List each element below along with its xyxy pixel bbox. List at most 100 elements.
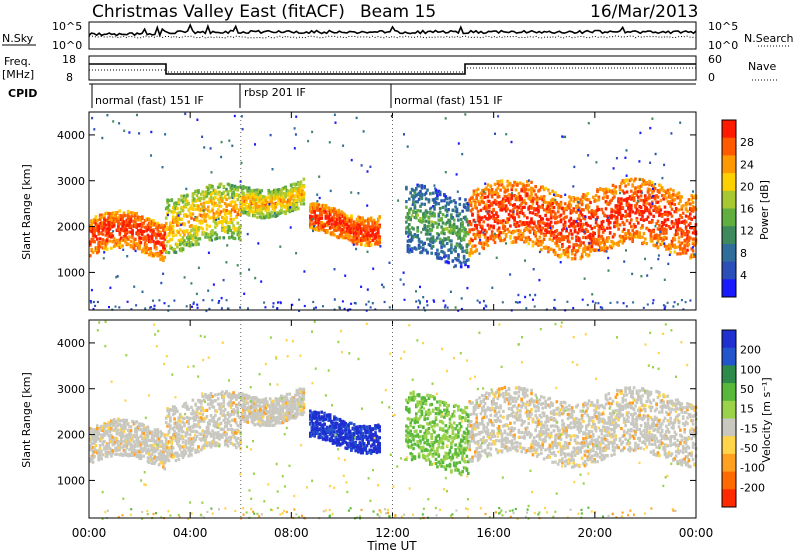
power-cell [573,225,577,229]
power-cell [465,248,469,253]
power-cell [544,246,547,250]
power-cell [443,244,446,248]
power-cell [547,204,550,209]
power-scatter-cell [217,217,220,221]
power-cell [592,210,595,214]
power-cell [637,185,640,189]
power-ground-cell [367,300,370,303]
power-cell [523,198,526,203]
power-cell [452,227,456,231]
power-cell [178,211,182,215]
power-cell [294,199,297,204]
power-cell [295,198,299,202]
velocity-cell [94,428,98,432]
power-cell [659,242,663,247]
power-cell [486,211,490,215]
power-cell [118,238,122,242]
power-cell [223,194,227,198]
velocity-cell [142,432,145,436]
power-cell [631,196,634,200]
power-scatter-cell [572,185,575,188]
power-cell [519,197,522,202]
power-cell [280,193,283,197]
power-cell [649,220,653,224]
power-cell [413,195,417,199]
power-cell [566,239,570,243]
power-cell [569,198,573,202]
power-cell [441,221,445,225]
power-cell [687,242,691,247]
power-cell [540,231,543,235]
power-scatter-cell [207,251,210,254]
power-cell [226,228,230,232]
power-cell [138,224,141,228]
power-cell [559,231,563,236]
power-scatter-cell [612,167,615,170]
power-scatter-cell [625,249,627,252]
power-cell [580,252,584,256]
velocity-cell [117,417,120,421]
power-scatter-cell [479,238,482,242]
power-cell [319,216,322,221]
power-cell [247,213,251,217]
power-ground-cell [403,298,406,301]
power-scatter-cell [639,131,642,135]
power-cell [663,205,667,209]
power-cell [610,216,613,220]
power-cell [340,210,343,214]
velocity-cell [101,426,105,430]
velocity-cell [141,442,144,446]
power-cell [617,199,620,203]
power-cell [509,202,512,206]
power-cell [690,247,693,251]
power-cell [561,206,564,210]
power-cell [589,249,592,253]
power-cell [261,199,265,203]
velocity-cell [108,436,112,440]
power-scatter-cell [197,266,200,269]
power-ground-cell [185,305,188,308]
power-cell [124,240,127,244]
power-cell [454,225,457,229]
power-cell [644,196,647,200]
power-cell [594,193,598,198]
power-cell [413,190,417,194]
power-cell [268,198,272,202]
power-cell [514,197,518,201]
velocity-cell [143,446,147,450]
power-cell [195,215,199,220]
power-cell [263,206,266,210]
power-cell [464,198,467,202]
power-cell [289,196,293,200]
power-cell [245,201,248,205]
power-cell [267,213,270,217]
power-cell [468,230,471,234]
power-scatter-cell [650,267,653,270]
velocity-cell [146,460,150,464]
power-scatter-cell [177,214,180,217]
power-cell [100,221,103,225]
power-cell [242,191,245,195]
power-scatter-cell [640,191,643,194]
power-cell [580,229,584,233]
power-cell [194,224,197,228]
power-cell [468,241,471,245]
power-cell [464,215,467,219]
power-cell [628,178,632,183]
power-cell [576,249,580,253]
power-scatter-cell [293,147,296,150]
power-cell [520,207,523,211]
power-cell [440,199,443,203]
power-cell [510,214,514,218]
power-cell [472,232,476,236]
power-ground-cell [279,301,282,304]
power-cell [506,184,509,188]
power-cell [375,239,379,244]
power-cell [510,241,514,245]
power-cell [516,236,519,241]
power-cell [177,211,181,215]
power-cell [184,230,188,234]
power-cell [275,190,279,194]
power-cell [419,240,422,244]
power-scatter-cell [289,226,292,229]
